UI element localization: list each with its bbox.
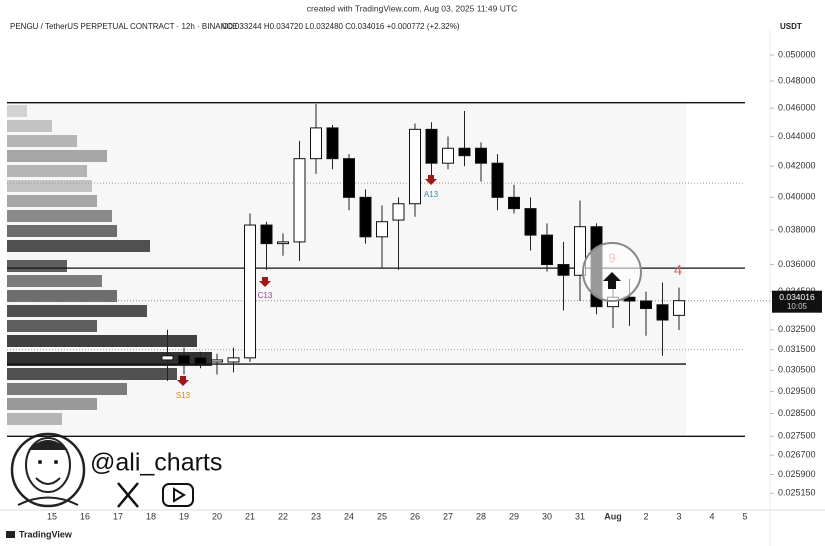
candle-body — [359, 196, 372, 238]
candle-body — [442, 147, 454, 164]
y-tick-label: 0.046000 — [778, 103, 816, 113]
candle-body — [392, 203, 405, 221]
candle-body — [211, 359, 223, 363]
volume-profile — [7, 105, 212, 425]
y-tick-label: 0.030500 — [778, 365, 816, 375]
candle-body — [194, 357, 207, 365]
candle-body — [178, 355, 190, 365]
candle-body — [260, 224, 273, 245]
candle-body — [458, 147, 471, 157]
brand-logo — [6, 531, 15, 538]
x-tick-label: 22 — [278, 511, 288, 521]
last-price-box — [772, 290, 822, 313]
y-tick-label: 0.038000 — [778, 224, 816, 234]
candle-body — [475, 147, 487, 164]
candle-body — [425, 128, 438, 164]
candle-body — [524, 208, 537, 236]
handle: @ali_charts — [90, 449, 222, 477]
candle-body — [491, 162, 504, 198]
brand: TradingView — [19, 529, 73, 539]
y-tick-label: 0.026700 — [778, 450, 816, 460]
y-tick-label: 0.042000 — [778, 161, 816, 171]
x-tick-label: 5 — [742, 511, 747, 521]
y-tick-label: 0.029500 — [778, 386, 816, 396]
annotation: C13 — [258, 291, 273, 300]
x-tick-label: 15 — [47, 511, 57, 521]
candle-body — [161, 355, 174, 361]
candle-body — [227, 357, 240, 363]
currency: USDT — [780, 22, 802, 31]
candle-body — [508, 196, 520, 210]
x-tick-label: 20 — [212, 511, 222, 521]
annotation: S13 — [176, 391, 191, 400]
x-tick-label: 23 — [311, 511, 321, 521]
candle-body — [343, 158, 355, 198]
symbol-title: PENGU / TetherUS PERPETUAL CONTRACT · 12… — [10, 22, 237, 31]
candle-body — [277, 241, 289, 245]
x-tick-label: 3 — [676, 511, 681, 521]
x-tick-label: 21 — [245, 511, 255, 521]
x-tick-label: 27 — [443, 511, 453, 521]
annotation: A13 — [424, 190, 439, 199]
y-tick-label: 0.025150 — [778, 488, 816, 498]
signal-arrow — [177, 376, 189, 386]
candle-body — [673, 300, 685, 316]
x-tick-label: 18 — [146, 511, 156, 521]
candle-body — [293, 158, 306, 243]
x-tick-label: 31 — [575, 511, 585, 521]
x-tick-label: 28 — [476, 511, 486, 521]
x-tick-label: 26 — [410, 511, 420, 521]
avatar — [10, 432, 86, 508]
x-tick-label: 16 — [80, 511, 90, 521]
candle-body — [409, 128, 421, 205]
x-logo — [117, 482, 139, 508]
y-tick-label: 0.031500 — [778, 344, 816, 354]
x-tick-label: 2 — [643, 511, 648, 521]
candle-body — [656, 304, 669, 321]
candle-body — [557, 264, 570, 276]
x-tick-label: 4 — [709, 511, 714, 521]
x-tick-label: 24 — [344, 511, 354, 521]
y-tick-label: 0.028500 — [778, 408, 816, 418]
y-tick-label: 0.027500 — [778, 431, 816, 441]
candle-body — [640, 300, 652, 310]
y-tick-label: 0.044000 — [778, 131, 816, 141]
x-tick-label: 25 — [377, 511, 387, 521]
watermark: created with TradingView.com, Aug 03, 20… — [307, 3, 517, 13]
up-arrow — [603, 272, 621, 289]
candle-body — [326, 127, 339, 160]
y-tick-label: 0.050000 — [778, 49, 816, 59]
candle-body — [310, 127, 322, 160]
y-tick-label: 0.032500 — [778, 324, 816, 334]
ohlc-header: O0.033244 H0.034720 L0.032480 C0.034016 … — [222, 22, 460, 31]
candle-body — [574, 226, 586, 276]
y-tick-label: 0.036000 — [778, 259, 816, 269]
x-tick-label: 19 — [179, 511, 189, 521]
x-tick-label: 30 — [542, 511, 552, 521]
countdown: 10:05 — [787, 302, 808, 311]
last-price-label: 0.034016 — [779, 292, 815, 302]
annotation: 4 — [674, 262, 682, 279]
y-tick-label: 0.025900 — [778, 469, 816, 479]
signal-arrow — [425, 175, 437, 185]
candle-body — [244, 224, 256, 359]
candle-body — [541, 234, 553, 266]
x-tick-label: Aug — [604, 511, 622, 521]
youtube-logo — [162, 483, 194, 507]
x-tick-label: 29 — [509, 511, 519, 521]
signal-arrow — [259, 277, 271, 287]
y-tick-label: 0.040000 — [778, 192, 816, 202]
y-tick-label: 0.048000 — [778, 75, 816, 85]
candle-body — [376, 221, 388, 238]
x-tick-label: 17 — [113, 511, 123, 521]
